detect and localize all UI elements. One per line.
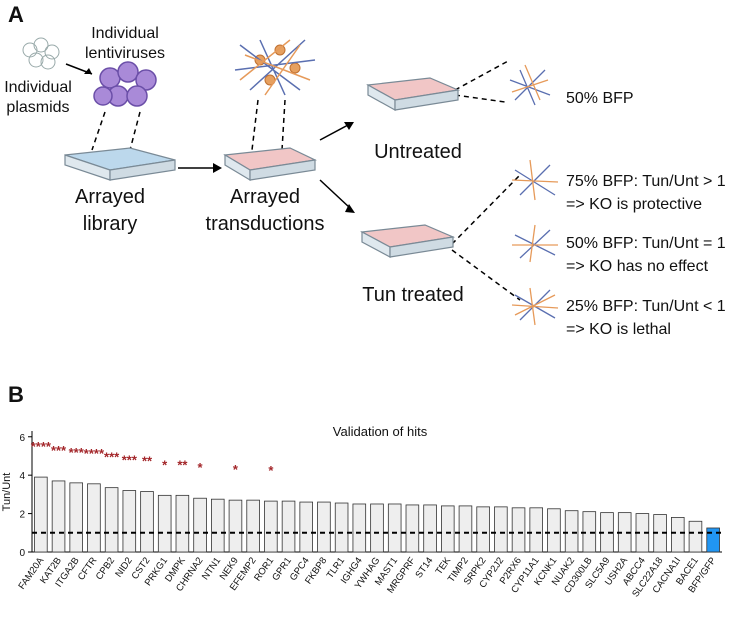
- label: 50% BFP: [566, 90, 634, 107]
- y-tick-label: 4: [19, 471, 25, 482]
- bar: [511, 507, 526, 553]
- bar: [210, 498, 225, 553]
- bar: [458, 505, 473, 553]
- significance-label: *: [162, 457, 168, 472]
- significance-label: ***: [69, 445, 85, 460]
- bar: [370, 503, 384, 553]
- bar: [387, 503, 402, 553]
- significance-label: **: [142, 454, 153, 469]
- bar: [564, 510, 579, 553]
- significance-label: *: [233, 462, 239, 477]
- significance-label: **: [177, 457, 188, 472]
- y-tick-label: 0: [19, 548, 25, 559]
- bar: [228, 499, 243, 553]
- bar: [264, 500, 278, 553]
- label: library: [83, 213, 137, 235]
- bar: [299, 501, 314, 553]
- bar: [317, 501, 331, 553]
- bar: [281, 500, 296, 553]
- bar: [69, 482, 84, 553]
- label: transductions: [206, 213, 325, 235]
- label: => KO has no effect: [566, 258, 709, 275]
- label: => KO is protective: [566, 196, 702, 213]
- bar: [122, 490, 137, 553]
- x-tick-label: ST14: [413, 555, 435, 580]
- bar: [706, 527, 720, 553]
- bar: [246, 499, 260, 553]
- bar: [87, 483, 101, 553]
- label: Tun treated: [362, 284, 464, 306]
- bar: [688, 520, 703, 553]
- panel-letter: A: [8, 2, 24, 27]
- significance-label: ****: [84, 446, 105, 461]
- label: plasmids: [6, 99, 69, 116]
- label: Arrayed: [230, 186, 300, 208]
- bar: [34, 476, 48, 553]
- significance-label: ***: [122, 453, 138, 468]
- chart-title: Validation of hits: [333, 424, 428, 439]
- bar: [529, 507, 543, 553]
- y-axis-label: Tun/Unt: [1, 473, 13, 512]
- bar: [104, 487, 119, 553]
- bar: [140, 491, 154, 553]
- significance-label: ***: [104, 450, 120, 465]
- y-tick-label: 6: [19, 433, 25, 444]
- y-tick-label: 2: [19, 510, 25, 521]
- bar: [440, 505, 455, 553]
- panel-a-art: [22, 37, 559, 326]
- label: 75% BFP: Tun/Unt > 1: [566, 173, 726, 190]
- label: 25% BFP: Tun/Unt < 1: [566, 298, 726, 315]
- significance-label: *: [268, 463, 274, 478]
- panel-letter: B: [8, 382, 24, 407]
- label: Individual: [4, 79, 72, 96]
- label: Untreated: [374, 141, 462, 163]
- label: lentiviruses: [85, 45, 165, 62]
- bar: [193, 497, 207, 553]
- bar: [494, 506, 508, 553]
- bar: [405, 504, 420, 553]
- label: Individual: [91, 25, 159, 42]
- bar: [476, 506, 490, 553]
- bar: [547, 508, 561, 553]
- bar: [51, 480, 66, 553]
- significance-label: *: [198, 460, 204, 475]
- bar: [157, 494, 172, 553]
- significance-label: ***: [51, 443, 67, 458]
- label: Arrayed: [75, 186, 145, 208]
- label: => KO is lethal: [566, 321, 671, 338]
- x-tick-label: CPB2: [94, 555, 117, 582]
- bar: [175, 494, 190, 553]
- bar: [423, 504, 437, 553]
- bar: [352, 503, 367, 553]
- bar: [671, 517, 685, 553]
- label: 50% BFP: Tun/Unt = 1: [566, 235, 726, 252]
- significance-label: ****: [31, 439, 52, 454]
- bar: [334, 502, 349, 553]
